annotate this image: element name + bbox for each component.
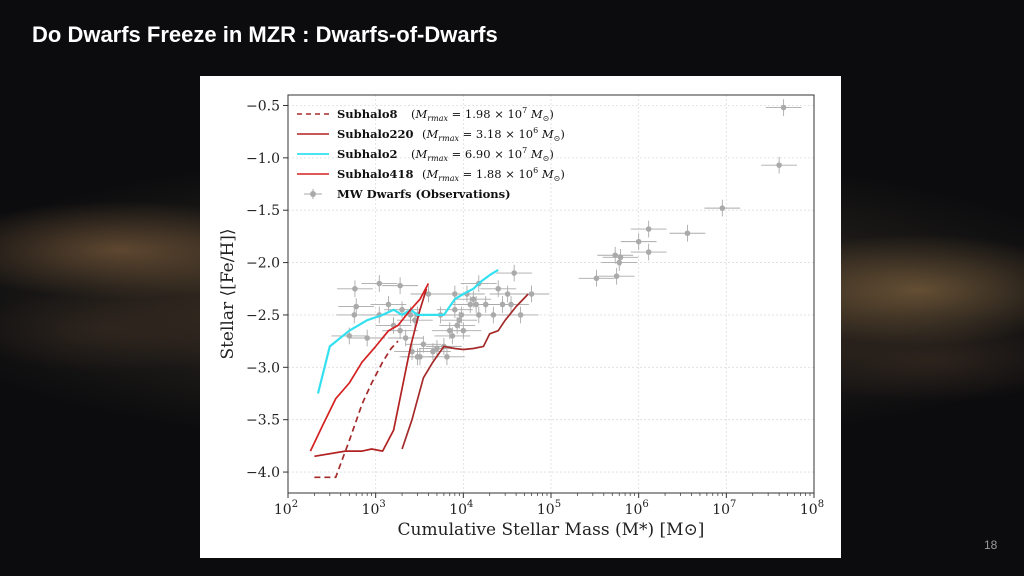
observation-point	[765, 99, 802, 116]
observation-point	[513, 285, 550, 303]
x-tick-label: 107	[712, 499, 736, 518]
observation-point	[630, 220, 667, 238]
observation-point	[669, 224, 706, 242]
observation-point	[337, 280, 373, 298]
observation-point	[502, 306, 539, 324]
series-line-subhalo418	[309, 283, 430, 452]
y-tick-label: −2.5	[246, 308, 280, 324]
legend-mass-subhalo418: (Mrmax = 1.88 × 106 M⊙)	[422, 166, 565, 183]
observation-point	[480, 280, 517, 298]
series-line-subhalo418	[401, 293, 529, 450]
legend-mass-subhalo8: (Mrmax = 1.98 × 107 M⊙)	[411, 106, 554, 123]
observation-point	[387, 329, 424, 347]
slide-title: Do Dwarfs Freeze in MZR : Dwarfs-of-Dwar…	[32, 22, 498, 47]
x-axis-label: Cumulative Stellar Mass (M*) [M⊙]	[398, 520, 705, 540]
series-line-subhalo220	[314, 288, 428, 458]
y-tick-label: −3.5	[246, 413, 280, 429]
y-tick-label: −4.0	[246, 465, 280, 481]
chart-figure: 102 103 104 105 106 107 108 −0.5 −1.0 −1.5 −2.0 −2.…	[200, 76, 841, 558]
legend-mass-subhalo220: (Mrmax = 3.18 × 106 M⊙)	[422, 126, 565, 143]
observation-point	[429, 348, 465, 366]
observation-point	[630, 243, 667, 261]
observation-point	[445, 322, 482, 340]
observation-point	[602, 248, 639, 266]
y-tick-label: −1.0	[246, 151, 280, 167]
y-axis-label: Stellar ⟨[Fe/H]⟩	[218, 228, 238, 359]
observation-point	[704, 199, 741, 217]
observation-point	[496, 264, 533, 282]
observation-point	[620, 233, 657, 251]
legend: Subhalo8 (Mrmax = 1.98 × 107 M⊙) Subhalo…	[297, 106, 565, 201]
observation-point	[338, 298, 375, 315]
y-tick-label: −2.0	[246, 256, 280, 272]
x-tick-label: 108	[800, 499, 824, 518]
x-tick-label: 105	[537, 499, 561, 518]
y-tick-label: −1.5	[246, 203, 280, 219]
legend-label-subhalo418: Subhalo418	[337, 167, 414, 181]
x-tick-label: 104	[449, 499, 473, 518]
mzr-plot: 102 103 104 105 106 107 108 −0.5 −1.0 −1.5 −2.0 −2.…	[218, 94, 824, 540]
legend-label-observations: MW Dwarfs (Observations)	[337, 187, 511, 201]
observation-point	[578, 269, 615, 287]
series-line-subhalo2	[316, 268, 499, 394]
series-line-subhalo8	[314, 340, 399, 479]
observation-point	[598, 267, 635, 285]
observation-point	[493, 296, 529, 313]
page-number: 18	[984, 538, 998, 552]
legend-label-subhalo2: Subhalo2	[337, 147, 398, 161]
x-tick-label: 103	[362, 499, 386, 518]
legend-label-subhalo8: Subhalo8	[337, 107, 398, 121]
legend-mass-subhalo2: (Mrmax = 6.90 × 107 M⊙)	[411, 146, 554, 163]
x-tick-label: 106	[625, 499, 649, 518]
observation-point	[382, 277, 418, 294]
y-tick-label: −3.0	[246, 360, 280, 376]
legend-label-subhalo220: Subhalo220	[337, 127, 414, 141]
simulation-lines	[309, 268, 529, 479]
observation-point	[361, 275, 398, 292]
observation-point	[761, 156, 798, 174]
axis-ticks: 102 103 104 105 106 107 108 −0.5 −1.0 −1.5 −2.0 −2.…	[246, 98, 824, 518]
x-tick-label: 102	[274, 499, 298, 518]
observation-point	[597, 246, 634, 264]
observation-point	[441, 311, 478, 329]
legend-swatch-observations	[304, 189, 322, 199]
observation-point	[349, 329, 386, 347]
y-tick-label: −0.5	[246, 98, 280, 114]
observation-point	[419, 340, 455, 357]
